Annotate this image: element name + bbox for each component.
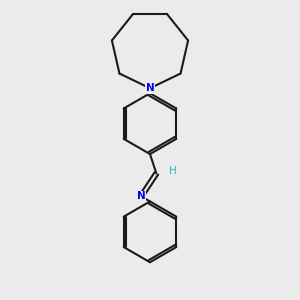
Text: N: N — [146, 83, 154, 93]
Text: N: N — [137, 191, 146, 201]
Text: H: H — [169, 166, 177, 176]
